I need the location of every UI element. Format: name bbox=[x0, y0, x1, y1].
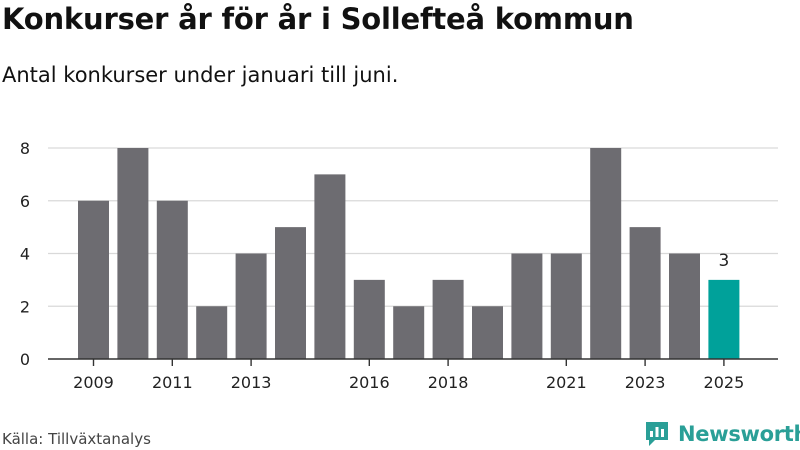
bar-2024 bbox=[669, 253, 700, 359]
bar-2025 bbox=[708, 279, 740, 359]
brand-name: Newsworthy bbox=[678, 422, 800, 446]
bar-2015 bbox=[314, 174, 346, 359]
bars bbox=[78, 148, 740, 359]
bar-2022 bbox=[590, 148, 622, 359]
bar-2011 bbox=[156, 200, 188, 359]
y-tick-label: 4 bbox=[20, 245, 30, 264]
y-tick-label: 8 bbox=[20, 139, 30, 158]
bar-2014 bbox=[275, 227, 306, 359]
x-tick-label: 2013 bbox=[231, 373, 272, 392]
x-tick-label: 2011 bbox=[152, 373, 193, 392]
bar-2017 bbox=[393, 306, 425, 359]
x-tick-label: 2018 bbox=[428, 373, 469, 392]
bar-2019 bbox=[472, 306, 503, 359]
bar-2010 bbox=[117, 148, 149, 359]
bar-2009 bbox=[78, 200, 109, 359]
chart-title: Konkurser år för år i Sollefteå kommun bbox=[2, 2, 634, 36]
x-tick-label: 2016 bbox=[349, 373, 390, 392]
brand: Newsworthy bbox=[644, 419, 800, 449]
bar-2013 bbox=[235, 253, 267, 359]
x-tick-label: 2023 bbox=[625, 373, 666, 392]
x-tick-label: 2025 bbox=[704, 373, 745, 392]
source-note: Källa: Tillväxtanalys bbox=[2, 430, 151, 448]
x-tick-label: 2021 bbox=[546, 373, 587, 392]
chart-subtitle: Antal konkurser under januari till juni. bbox=[2, 63, 399, 87]
data-label: 3 bbox=[718, 251, 729, 271]
bar-2016 bbox=[353, 279, 385, 359]
y-tick-label: 6 bbox=[20, 192, 30, 211]
bar-2020 bbox=[511, 253, 543, 359]
bar-2018 bbox=[432, 279, 464, 359]
y-tick-label: 2 bbox=[20, 297, 30, 316]
bar-2023 bbox=[629, 227, 661, 359]
labels: 0 2 4 6 8 3 2009 2011 2013 2016 2018 2021 2023 2025 bbox=[20, 139, 744, 392]
bar-2012 bbox=[196, 306, 228, 359]
bar-2021 bbox=[550, 253, 582, 359]
x-tick-label: 2009 bbox=[73, 373, 114, 392]
newsworthy-logo-icon bbox=[646, 422, 668, 446]
y-tick-label: 0 bbox=[20, 350, 30, 369]
x-axis bbox=[48, 358, 778, 366]
